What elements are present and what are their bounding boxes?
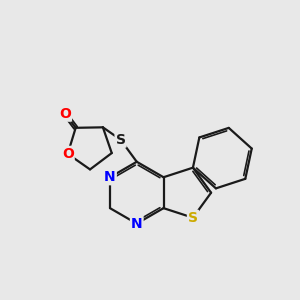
- Text: O: O: [59, 107, 71, 121]
- Text: N: N: [104, 170, 116, 184]
- Text: S: S: [188, 211, 198, 225]
- Text: N: N: [131, 217, 142, 231]
- Text: O: O: [62, 147, 74, 161]
- Text: S: S: [116, 133, 126, 147]
